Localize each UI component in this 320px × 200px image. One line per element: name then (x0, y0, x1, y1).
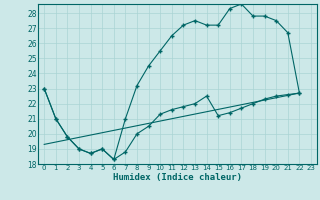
X-axis label: Humidex (Indice chaleur): Humidex (Indice chaleur) (113, 173, 242, 182)
